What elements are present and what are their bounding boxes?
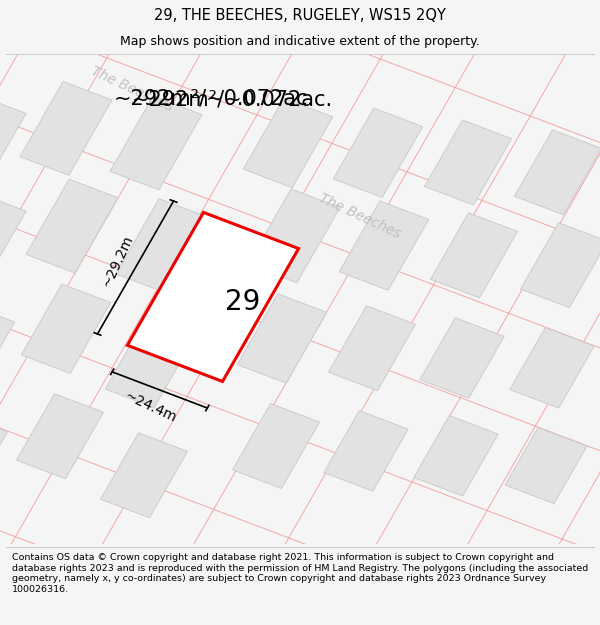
Polygon shape [233, 404, 319, 489]
Text: The Beeches: The Beeches [317, 191, 403, 241]
Polygon shape [431, 213, 517, 298]
Polygon shape [329, 306, 415, 391]
Polygon shape [243, 98, 333, 188]
Polygon shape [17, 394, 103, 479]
Text: Map shows position and indicative extent of the property.: Map shows position and indicative extent… [120, 35, 480, 48]
Polygon shape [0, 413, 7, 498]
Polygon shape [237, 294, 327, 383]
Polygon shape [324, 411, 408, 491]
Polygon shape [425, 120, 511, 205]
Polygon shape [116, 199, 208, 292]
Polygon shape [339, 201, 429, 291]
Text: Contains OS data © Crown copyright and database right 2021. This information is : Contains OS data © Crown copyright and d… [12, 554, 588, 594]
Polygon shape [420, 318, 504, 398]
Polygon shape [21, 284, 111, 373]
Polygon shape [0, 191, 26, 291]
Polygon shape [110, 96, 202, 190]
Polygon shape [521, 222, 600, 308]
Polygon shape [510, 328, 594, 408]
Text: The Beeches: The Beeches [89, 64, 175, 114]
Polygon shape [248, 189, 340, 282]
Polygon shape [333, 108, 423, 198]
Polygon shape [101, 432, 187, 518]
Polygon shape [505, 428, 587, 504]
Text: 29, THE BEECHES, RUGELEY, WS15 2QY: 29, THE BEECHES, RUGELEY, WS15 2QY [154, 8, 446, 23]
Polygon shape [20, 81, 112, 175]
Polygon shape [515, 130, 600, 215]
Polygon shape [127, 213, 299, 381]
Text: ~292m²/~0.072ac.: ~292m²/~0.072ac. [114, 89, 315, 109]
Polygon shape [26, 179, 118, 273]
Polygon shape [414, 416, 498, 496]
Text: ~24.4m: ~24.4m [122, 389, 178, 425]
Text: ~292m²/~0.072ac.: ~292m²/~0.072ac. [132, 89, 333, 109]
Text: ~29.2m: ~29.2m [100, 232, 136, 289]
Polygon shape [0, 92, 26, 193]
Polygon shape [0, 304, 15, 393]
Polygon shape [105, 318, 195, 408]
Text: 29: 29 [226, 288, 260, 316]
